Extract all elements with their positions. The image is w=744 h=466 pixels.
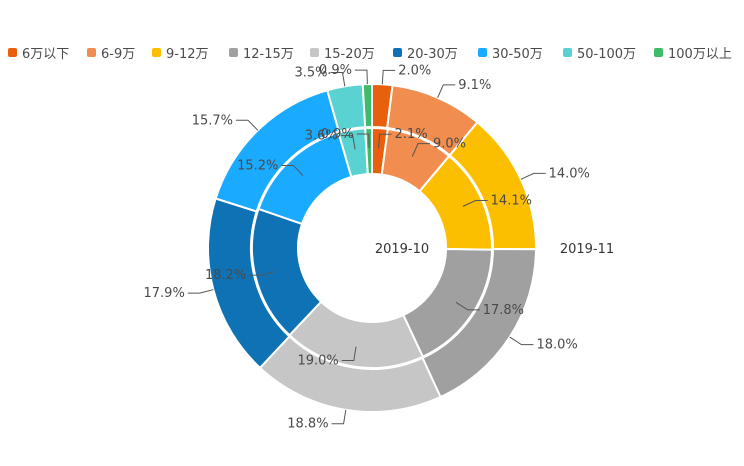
leader-line: [462, 200, 488, 207]
data-label: 17.8%: [483, 303, 524, 318]
leader-line: [281, 164, 304, 176]
data-label: 2.0%: [398, 63, 431, 78]
legend-swatch: [654, 47, 663, 57]
leader-line: [381, 69, 396, 85]
legend-label: 20-30万: [407, 46, 458, 62]
leader-line: [341, 346, 357, 362]
leader-line: [509, 336, 534, 346]
leader-line: [330, 71, 346, 87]
data-label: 15.2%: [237, 158, 278, 173]
legend-label: 50-100万: [577, 46, 637, 62]
legend-item[interactable]: 6万以下: [8, 42, 69, 62]
legend-item[interactable]: 20-30万: [393, 42, 458, 62]
leader-line: [411, 143, 430, 157]
data-labels: 2.1%9.0%14.1%17.8%19.0%18.2%15.2%3.6%0.9…: [144, 63, 590, 432]
data-label: 3.5%: [294, 65, 327, 80]
leader-line: [340, 135, 356, 150]
legend-item[interactable]: 50-100万: [563, 42, 636, 62]
legend-swatch: [229, 47, 238, 57]
data-label: 0.9%: [319, 63, 352, 78]
legend-swatch: [563, 47, 572, 57]
data-label: 0.9%: [321, 127, 354, 142]
legend-item[interactable]: 15-20万: [310, 42, 375, 62]
legend-swatch: [478, 47, 487, 57]
inner-ring-name: 2019-10: [375, 242, 429, 257]
leader-line: [236, 119, 259, 131]
data-label: 18.2%: [205, 268, 246, 283]
legend-label: 15-20万: [324, 46, 375, 62]
leader-line: [354, 69, 368, 85]
legend-label: 12-15万: [243, 46, 294, 62]
leader-line: [455, 301, 480, 311]
legend-swatch: [393, 47, 402, 57]
data-label: 15.7%: [192, 113, 233, 128]
outer-slice[interactable]: [361, 82, 373, 129]
leader-line: [378, 133, 392, 149]
inner-slice[interactable]: [364, 126, 373, 176]
data-label: 18.8%: [287, 417, 328, 432]
legend-label: 9-12万: [166, 46, 209, 62]
data-label: 2.1%: [395, 127, 428, 142]
legend: 6万以下 6-9万 9-12万 12-15万 15-20万 20-30万 30-50万 50-…: [0, 42, 744, 62]
legend-item[interactable]: 30-50万: [478, 42, 543, 62]
legend-swatch: [87, 47, 96, 57]
data-label: 19.0%: [297, 354, 338, 369]
leader-line: [356, 133, 370, 149]
legend-swatch: [310, 47, 319, 57]
legend-label: 6万以下: [22, 46, 70, 62]
legend-label: 6-9万: [101, 46, 136, 62]
legend-item[interactable]: 9-12万: [152, 42, 209, 62]
outer-ring-name: 2019-11: [560, 242, 614, 257]
legend-item[interactable]: 12-15万: [229, 42, 294, 62]
inner-ring: [251, 126, 494, 369]
legend-item[interactable]: 6-9万: [87, 42, 135, 62]
data-label: 18.0%: [536, 338, 577, 353]
legend-label: 30-50万: [492, 46, 543, 62]
legend-label: 100万以上: [668, 46, 732, 62]
data-label: 3.6%: [305, 129, 338, 144]
data-label: 9.0%: [433, 137, 466, 152]
legend-item[interactable]: 100万以上: [654, 42, 732, 62]
leader-line: [437, 84, 456, 98]
legend-swatch: [152, 47, 161, 57]
legend-swatch: [8, 47, 17, 57]
data-label: 17.9%: [144, 286, 185, 301]
data-label: 14.0%: [549, 166, 590, 181]
leader-line: [331, 409, 347, 425]
leader-line: [520, 172, 546, 180]
data-label: 14.1%: [491, 194, 532, 209]
outer-ring: [207, 82, 538, 413]
leader-line: [187, 289, 214, 294]
data-label: 9.1%: [458, 78, 491, 93]
leader-line: [249, 271, 275, 276]
